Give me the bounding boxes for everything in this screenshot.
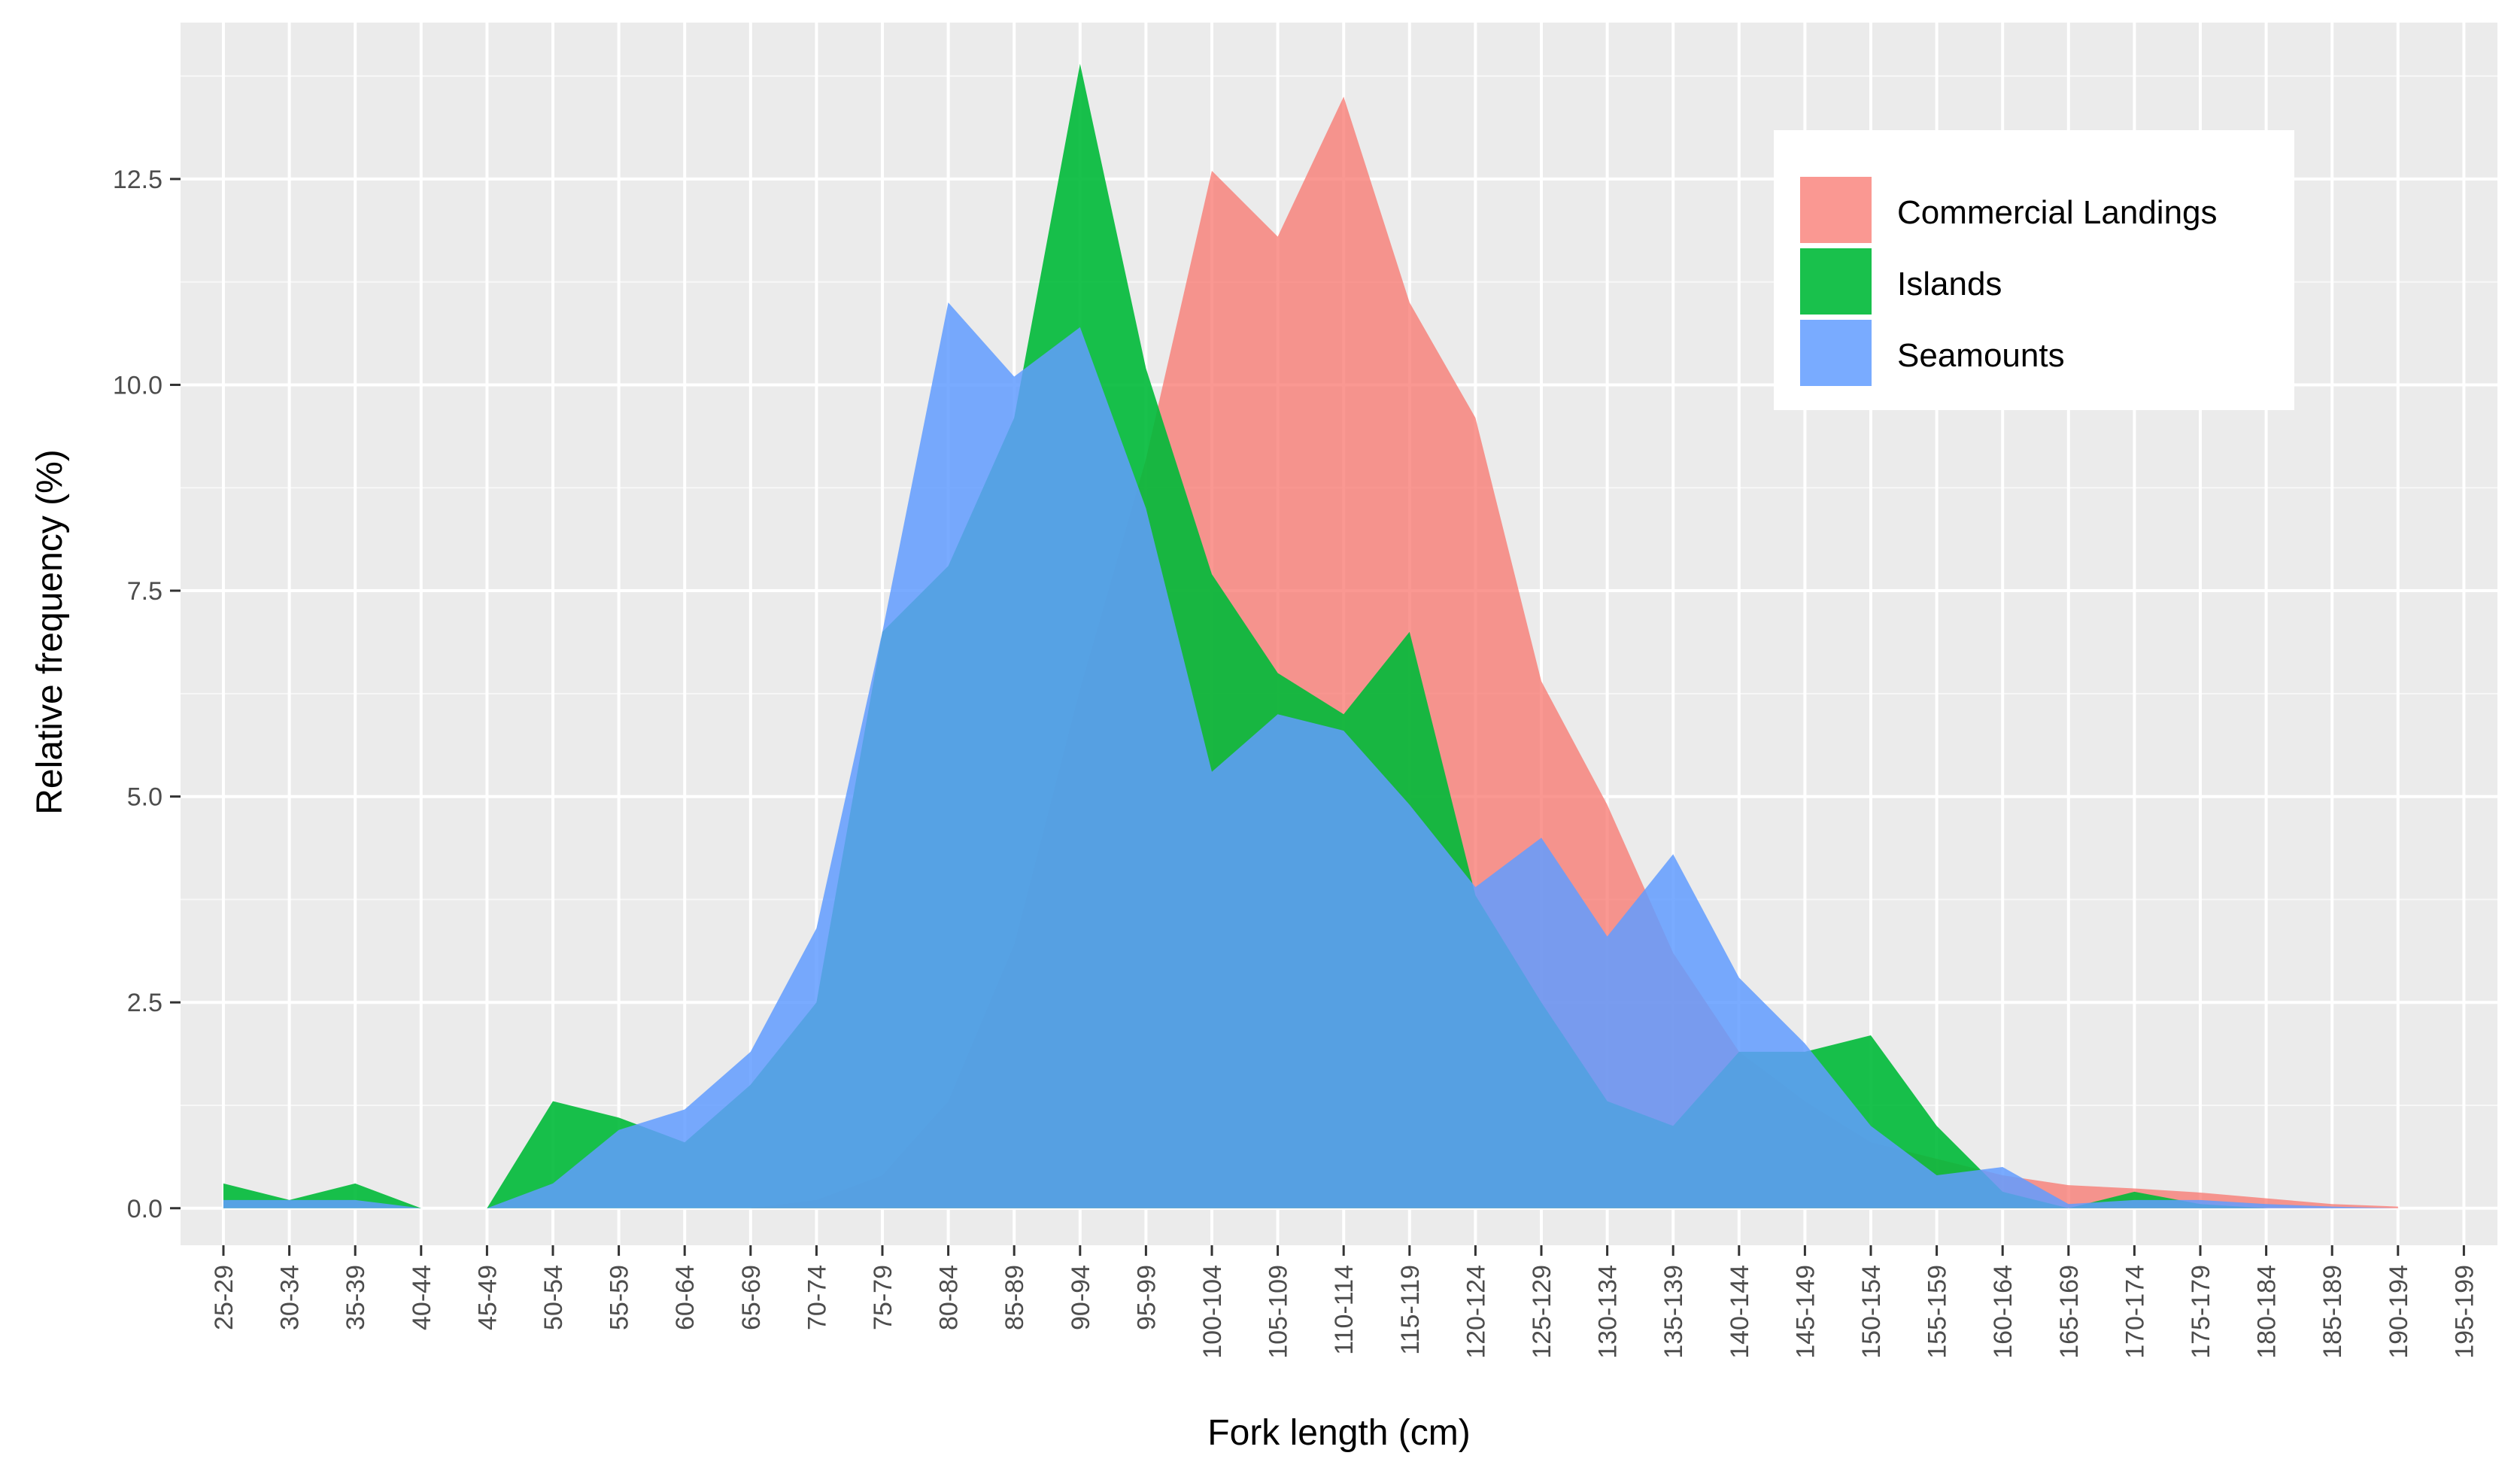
x-tick-label: 95-99	[1132, 1265, 1161, 1330]
x-tick-label: 170-174	[2121, 1265, 2149, 1359]
x-tick-label: 125-129	[1528, 1265, 1556, 1359]
legend-entry-commercial-landings: Commercial Landings	[1800, 177, 2218, 243]
x-tick-label: 155-159	[1923, 1265, 1952, 1359]
y-tick-label: 2.5	[127, 989, 162, 1017]
x-tick-label: 135-139	[1659, 1265, 1688, 1359]
x-tick-label: 115-119	[1396, 1265, 1425, 1355]
legend-entry-islands: Islands	[1800, 248, 2002, 315]
x-tick-label: 165-169	[2055, 1265, 2084, 1359]
area-seamounts	[223, 302, 2398, 1208]
x-tick-labels: 25-29 30-34 35-39 40-44 45-49 50-54 55-59 60-64…	[210, 1265, 2479, 1359]
x-tick-label: 65-69	[737, 1265, 766, 1330]
x-tick-label: 130-134	[1594, 1265, 1623, 1359]
legend-label-commercial-landings: Commercial Landings	[1897, 194, 2218, 231]
legend-label-seamounts: Seamounts	[1897, 337, 2065, 374]
x-tick-label: 90-94	[1067, 1265, 1095, 1330]
x-tick-label: 140-144	[1726, 1265, 1754, 1359]
x-axis-title: Fork length (cm)	[1207, 1413, 1470, 1453]
x-tick-label: 100-104	[1198, 1265, 1227, 1359]
x-tick-label: 190-194	[2385, 1265, 2413, 1359]
x-tick-label: 85-89	[1000, 1265, 1029, 1330]
y-tick-label: 7.5	[127, 577, 162, 606]
legend-key-islands	[1800, 248, 1872, 315]
legend: Commercial Landings Islands Seamounts	[1774, 130, 2294, 410]
x-tick-label: 145-149	[1791, 1265, 1820, 1359]
x-tick-label: 60-64	[671, 1265, 700, 1330]
x-tick-label: 80-84	[935, 1265, 964, 1330]
y-tick-label: 10.0	[113, 371, 162, 400]
x-tick-label: 50-54	[539, 1265, 568, 1330]
x-tick-label: 75-79	[869, 1265, 897, 1330]
area-commercial-landings	[223, 96, 2398, 1208]
x-tick-label: 120-124	[1462, 1265, 1490, 1359]
y-axis-title: Relative frequency (%)	[30, 449, 70, 815]
y-tick-labels: 0.0 2.5 5.0 7.5 10.0 12.5	[113, 166, 162, 1223]
x-tick-label: 175-179	[2187, 1265, 2215, 1359]
x-tick-label: 40-44	[408, 1265, 436, 1330]
x-tick-label: 150-154	[1857, 1265, 1886, 1359]
legend-label-islands: Islands	[1897, 266, 2002, 302]
x-tick-label: 110-114	[1330, 1265, 1359, 1355]
x-tick-label: 105-109	[1265, 1265, 1293, 1359]
x-tick-label: 160-164	[1989, 1265, 2018, 1359]
x-tick-label: 55-59	[606, 1265, 634, 1330]
legend-key-commercial-landings	[1800, 177, 1872, 243]
legend-key-seamounts	[1800, 320, 1872, 386]
x-tick-label: 195-199	[2450, 1265, 2479, 1359]
y-tick-label: 5.0	[127, 783, 162, 812]
legend-entry-seamounts: Seamounts	[1800, 320, 2065, 386]
x-tick-label: 185-189	[2318, 1265, 2347, 1359]
x-tick-label: 45-49	[473, 1265, 502, 1330]
y-tick-label: 12.5	[113, 166, 162, 194]
x-tick-label: 70-74	[803, 1265, 831, 1330]
x-tick-label: 30-34	[276, 1265, 305, 1330]
y-tick-label: 0.0	[127, 1195, 162, 1223]
x-tick-label: 25-29	[210, 1265, 238, 1330]
x-tick-label: 35-39	[342, 1265, 370, 1330]
x-tick-label: 180-184	[2253, 1265, 2282, 1359]
axis-ticks	[170, 178, 2465, 1256]
series-layer	[223, 63, 2398, 1208]
